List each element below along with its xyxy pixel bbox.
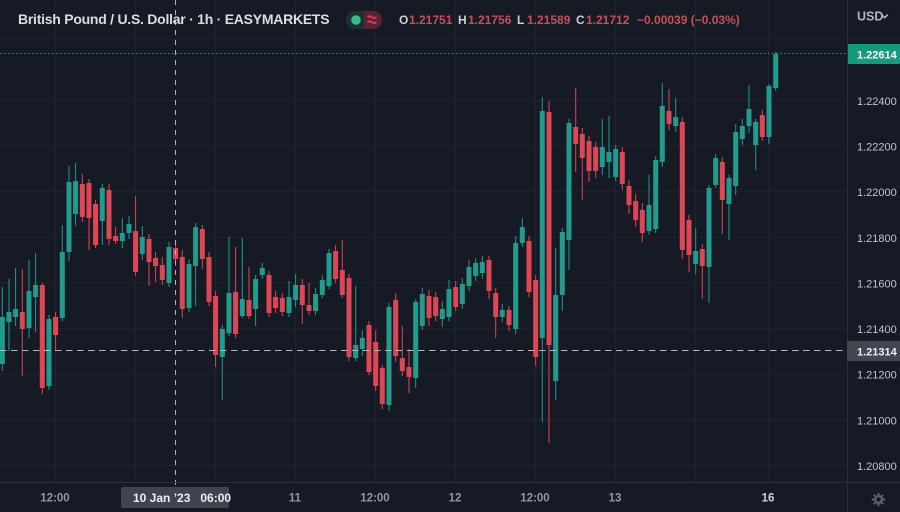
svg-text:O: O [399, 13, 408, 27]
svg-text:1.21756: 1.21756 [468, 13, 512, 27]
svg-text:USD: USD [857, 10, 883, 24]
svg-text:11: 11 [289, 493, 302, 505]
svg-text:1.21589: 1.21589 [527, 13, 571, 27]
svg-text:1.22400: 1.22400 [857, 96, 897, 108]
svg-text:1.21314: 1.21314 [857, 347, 898, 359]
svg-text:12:00: 12:00 [360, 493, 389, 505]
svg-text:16: 16 [762, 493, 775, 505]
svg-text:1.22614: 1.22614 [857, 50, 898, 62]
svg-text:C: C [576, 13, 585, 27]
svg-text:1.21751: 1.21751 [409, 13, 453, 27]
svg-text:British Pound / U.S. Dollar ·: British Pound / U.S. Dollar · 1h · EASYM… [18, 11, 329, 27]
svg-text:1.20800: 1.20800 [857, 461, 897, 473]
svg-text:1.21200: 1.21200 [857, 370, 897, 382]
svg-text:12:00: 12:00 [40, 493, 69, 505]
svg-text:12: 12 [449, 493, 462, 505]
svg-text:H: H [458, 13, 467, 27]
svg-text:−0.00039 (−0.03%): −0.00039 (−0.03%) [637, 13, 740, 27]
svg-text:10 Jan ’23 06:00: 10 Jan ’23 06:00 [133, 491, 231, 505]
svg-text:1.21000: 1.21000 [857, 415, 897, 427]
svg-text:1.21712: 1.21712 [586, 13, 630, 27]
svg-text:1.21600: 1.21600 [857, 278, 897, 290]
svg-text:1.22000: 1.22000 [857, 187, 897, 199]
svg-text:12:00: 12:00 [520, 493, 549, 505]
svg-text:1.21400: 1.21400 [857, 324, 897, 336]
svg-text:L: L [517, 13, 524, 27]
svg-text:13: 13 [609, 493, 622, 505]
svg-text:1.21800: 1.21800 [857, 233, 897, 245]
svg-text:1.22200: 1.22200 [857, 142, 897, 154]
